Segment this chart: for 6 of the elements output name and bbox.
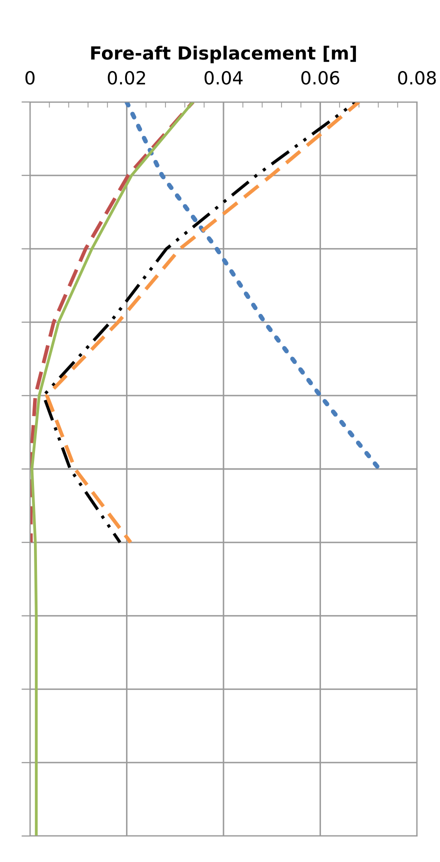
x-tick-label: 0.04 (204, 70, 243, 85)
x-axis-title: Fore-aft Displacement [m] (91, 46, 356, 64)
x-tick-label: 0 (25, 70, 35, 85)
x-tick-label: 0.06 (301, 70, 340, 85)
x-tick-label: 0.02 (108, 70, 146, 85)
x-tick-label: 0.08 (398, 70, 436, 85)
